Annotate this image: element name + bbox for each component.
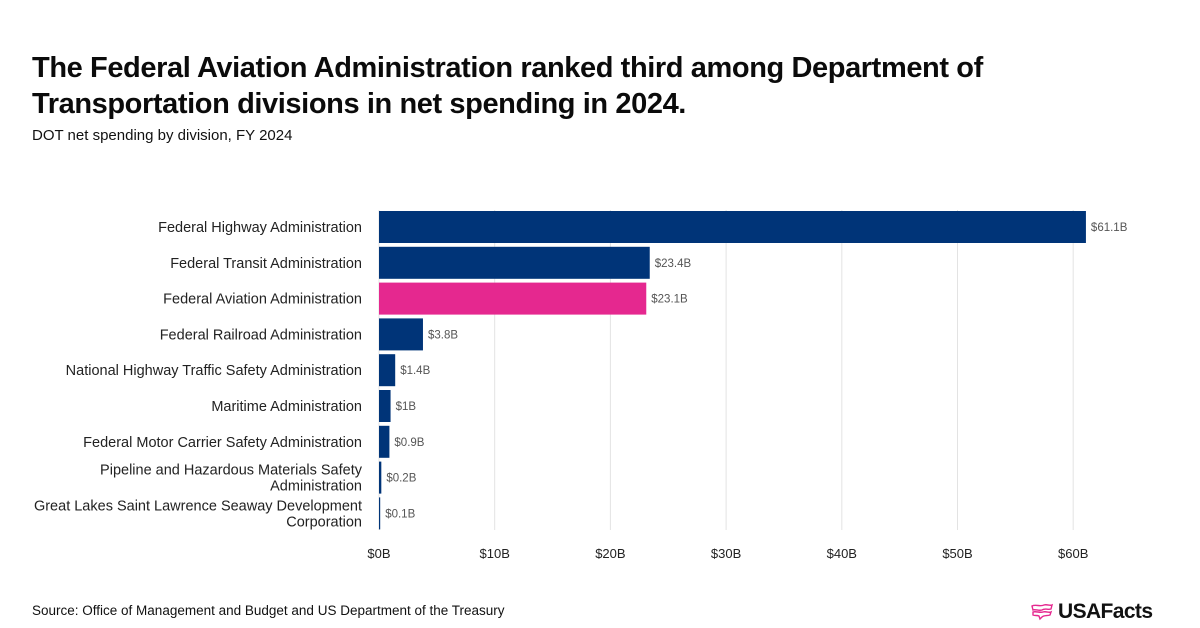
x-tick-label: $20B bbox=[595, 546, 625, 561]
x-tick-label: $10B bbox=[480, 546, 510, 561]
bar bbox=[379, 497, 381, 530]
value-label: $1B bbox=[396, 401, 417, 413]
category-label: Federal Motor Carrier Safety Administrat… bbox=[83, 435, 362, 451]
value-label: $0.9B bbox=[394, 437, 424, 449]
value-label: $0.1B bbox=[385, 508, 415, 520]
x-tick-label: $0B bbox=[367, 546, 390, 561]
bar bbox=[379, 282, 647, 315]
value-label: $23.1B bbox=[651, 294, 688, 306]
category-label: Federal Transit Administration bbox=[170, 256, 362, 272]
category-label: Federal Railroad Administration bbox=[160, 327, 362, 343]
value-label: $3.8B bbox=[428, 329, 458, 341]
bar bbox=[379, 211, 1086, 243]
category-label: Pipeline and Hazardous Materials Safety A… bbox=[100, 463, 363, 495]
us-map-flag-icon bbox=[1031, 603, 1054, 621]
bar bbox=[379, 246, 650, 279]
bar bbox=[379, 461, 382, 494]
category-labels: Federal Highway Administration Federal Tr… bbox=[34, 220, 363, 530]
chart-subtitle: DOT net spending by division, FY 2024 bbox=[32, 127, 293, 144]
category-label: Federal Aviation Administration bbox=[163, 292, 362, 308]
x-tick-label: $40B bbox=[827, 546, 857, 561]
category-label: Federal Highway Administration bbox=[158, 220, 362, 236]
value-label: $23.4B bbox=[655, 258, 692, 270]
value-labels: $61.1B $23.4B $23.1B $3.8B $1.4B $1B $0.9B $0.2… bbox=[385, 222, 1128, 520]
x-tick-label: $50B bbox=[942, 546, 972, 561]
bar bbox=[379, 425, 390, 458]
category-label: Maritime Administration bbox=[211, 399, 362, 415]
x-tick-label: $30B bbox=[711, 546, 741, 561]
chart-title: The Federal Aviation Administration rank… bbox=[32, 52, 983, 120]
x-axis-ticks: $0B $10B $20B $30B $40B $50B $60B bbox=[367, 546, 1088, 561]
value-label: $61.1B bbox=[1091, 222, 1128, 234]
bar bbox=[379, 390, 391, 422]
value-label: $0.2B bbox=[386, 473, 416, 485]
source-note: Source: Office of Management and Budget … bbox=[32, 603, 505, 618]
bars bbox=[379, 211, 1086, 530]
usafacts-logo: USAFacts bbox=[1030, 600, 1153, 624]
value-label: $1.4B bbox=[400, 365, 430, 377]
category-label: Great Lakes Saint Lawrence Seaway Develo… bbox=[34, 498, 362, 530]
x-tick-label: $60B bbox=[1058, 546, 1088, 561]
bar bbox=[379, 354, 396, 387]
logo-text: USAFacts bbox=[1058, 600, 1153, 623]
category-label: National Highway Traffic Safety Administ… bbox=[66, 363, 362, 379]
bar bbox=[379, 318, 423, 351]
